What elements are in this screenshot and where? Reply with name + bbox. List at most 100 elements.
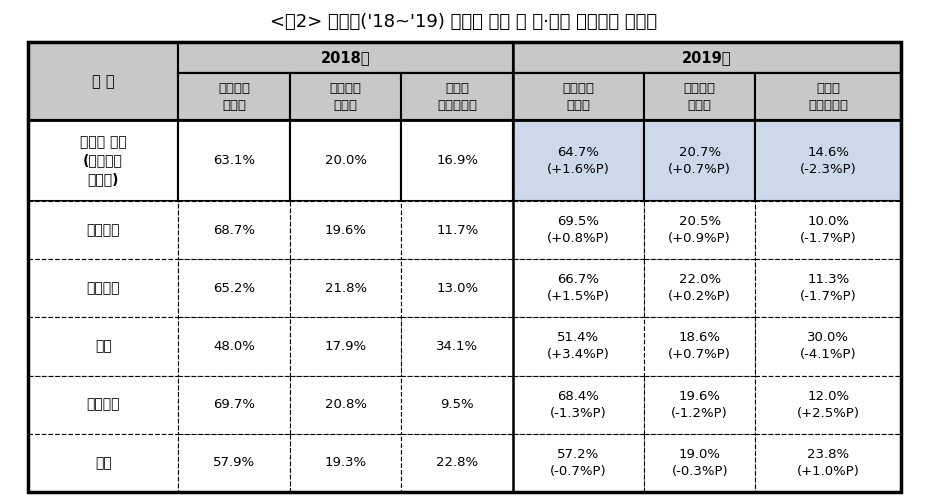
Text: 68.4%
(-1.3%P): 68.4% (-1.3%P) (549, 390, 606, 420)
Text: 69.7%: 69.7% (213, 398, 255, 411)
Text: 64.7%
(+1.6%P): 64.7% (+1.6%P) (547, 146, 610, 176)
Bar (643, 318, 754, 376)
Bar (28, 201, 178, 259)
Text: 병원: 병원 (95, 340, 111, 353)
Text: 20.0%: 20.0% (324, 154, 367, 167)
Text: 17.9%: 17.9% (324, 340, 367, 353)
Bar (178, 376, 290, 434)
Bar (512, 42, 900, 74)
Text: 57.2%
(-0.7%P): 57.2% (-0.7%P) (549, 448, 606, 478)
Text: 11.3%
(-1.7%P): 11.3% (-1.7%P) (799, 274, 856, 304)
Bar (512, 376, 643, 434)
Text: 법정본인
부담률: 법정본인 부담률 (329, 82, 361, 112)
Bar (643, 74, 754, 120)
Text: 11.7%: 11.7% (435, 224, 478, 236)
Bar (178, 259, 290, 318)
Bar (643, 434, 754, 492)
Text: 68.7%: 68.7% (213, 224, 255, 236)
Bar (512, 201, 643, 259)
Text: 14.6%
(-2.3%P): 14.6% (-2.3%P) (799, 146, 856, 176)
Bar (178, 42, 512, 74)
Bar (512, 318, 643, 376)
Text: <표2> 연도별('18~'19) 병원급 이상 및 병·의원 건강보험 보장률: <표2> 연도별('18~'19) 병원급 이상 및 병·의원 건강보험 보장률 (270, 13, 657, 31)
Text: 10.0%
(-1.7%P): 10.0% (-1.7%P) (799, 215, 856, 245)
Text: 19.3%: 19.3% (324, 456, 367, 469)
Bar (178, 201, 290, 259)
Bar (754, 74, 900, 120)
Bar (643, 376, 754, 434)
Bar (178, 434, 290, 492)
Text: 9.5%: 9.5% (440, 398, 473, 411)
Bar (754, 259, 900, 318)
Bar (643, 120, 754, 201)
Text: 51.4%
(+3.4%P): 51.4% (+3.4%P) (547, 332, 610, 362)
Bar (643, 259, 754, 318)
Text: 20.5%
(+0.9%P): 20.5% (+0.9%P) (667, 215, 730, 245)
Text: 69.5%
(+0.8%P): 69.5% (+0.8%P) (547, 215, 609, 245)
Bar (401, 259, 512, 318)
Text: 20.7%
(+0.7%P): 20.7% (+0.7%P) (667, 146, 730, 176)
Bar (290, 201, 401, 259)
Text: 건강보험
보장률: 건강보험 보장률 (561, 82, 594, 112)
Bar (754, 318, 900, 376)
Text: 22.0%
(+0.2%P): 22.0% (+0.2%P) (667, 274, 730, 304)
Bar (512, 259, 643, 318)
Bar (643, 201, 754, 259)
Bar (401, 74, 512, 120)
Bar (178, 120, 290, 201)
Bar (290, 376, 401, 434)
Bar (28, 120, 178, 201)
Bar (290, 318, 401, 376)
Bar (754, 434, 900, 492)
Bar (401, 376, 512, 434)
Text: 30.0%
(-4.1%P): 30.0% (-4.1%P) (799, 332, 856, 362)
Bar (512, 120, 643, 201)
Bar (28, 259, 178, 318)
Bar (290, 120, 401, 201)
Text: 16.9%: 16.9% (436, 154, 478, 167)
Text: 18.6%
(+0.7%P): 18.6% (+0.7%P) (667, 332, 730, 362)
Text: 65.2%: 65.2% (213, 282, 255, 295)
Text: 의원: 의원 (95, 456, 111, 470)
Text: 12.0%
(+2.5%P): 12.0% (+2.5%P) (796, 390, 858, 420)
Text: 요양병원: 요양병원 (86, 398, 120, 411)
Bar (401, 201, 512, 259)
Bar (28, 434, 178, 492)
Bar (290, 434, 401, 492)
Text: 22.8%: 22.8% (435, 456, 478, 469)
Text: 19.6%
(-1.2%P): 19.6% (-1.2%P) (671, 390, 728, 420)
Text: 건강보험
보장률: 건강보험 보장률 (218, 82, 250, 112)
Bar (28, 42, 178, 120)
Text: 63.1%: 63.1% (213, 154, 255, 167)
Text: 13.0%: 13.0% (435, 282, 478, 295)
Bar (754, 120, 900, 201)
Text: 19.0%
(-0.3%P): 19.0% (-0.3%P) (671, 448, 728, 478)
Bar (178, 318, 290, 376)
Text: 48.0%: 48.0% (213, 340, 255, 353)
Bar (401, 434, 512, 492)
Bar (28, 376, 178, 434)
Text: 비급여
본인부담률: 비급여 본인부담률 (807, 82, 847, 112)
Bar (512, 434, 643, 492)
Bar (754, 201, 900, 259)
Bar (290, 74, 401, 120)
Text: 19.6%: 19.6% (324, 224, 367, 236)
Text: 21.8%: 21.8% (324, 282, 367, 295)
Bar (290, 259, 401, 318)
Bar (401, 318, 512, 376)
Bar (401, 120, 512, 201)
Bar (754, 376, 900, 434)
Text: 20.8%: 20.8% (324, 398, 367, 411)
Text: 2018년: 2018년 (320, 50, 370, 65)
Text: 34.1%: 34.1% (435, 340, 478, 353)
Bar (512, 74, 643, 120)
Text: 종합병원: 종합병원 (86, 282, 120, 296)
Text: 66.7%
(+1.5%P): 66.7% (+1.5%P) (547, 274, 610, 304)
Text: 구 분: 구 분 (92, 74, 114, 88)
Text: 법정본인
부담률: 법정본인 부담률 (683, 82, 715, 112)
Text: 2019년: 2019년 (681, 50, 731, 65)
Bar (28, 318, 178, 376)
Text: 57.9%: 57.9% (213, 456, 255, 469)
Text: 23.8%
(+1.0%P): 23.8% (+1.0%P) (796, 448, 858, 478)
Text: 상급종합: 상급종합 (86, 223, 120, 237)
